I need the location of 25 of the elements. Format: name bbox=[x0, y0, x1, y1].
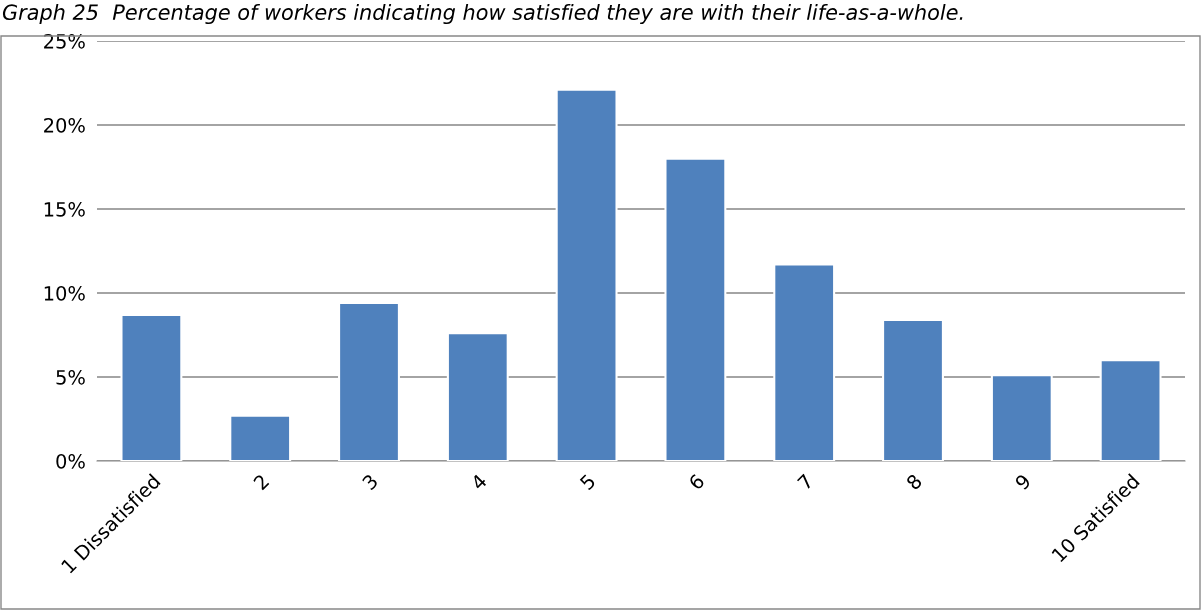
y-tick-label: 25% bbox=[44, 33, 85, 49]
y-tick-label: 20% bbox=[44, 117, 85, 133]
chart-title: Graph 25 Percentage of workers indicating how satisfied they are with their life-as-a-whole. bbox=[2, 3, 963, 25]
bar bbox=[1099, 359, 1162, 461]
x-tick-label: 2 bbox=[252, 473, 270, 491]
bar bbox=[990, 374, 1053, 461]
y-tick-label: 15% bbox=[44, 201, 85, 217]
bar bbox=[338, 302, 400, 461]
y-tick-label: 10% bbox=[44, 285, 85, 301]
y-tick-label: 5% bbox=[56, 369, 85, 385]
x-tick-label: 3 bbox=[361, 473, 379, 491]
bar bbox=[555, 88, 618, 461]
x-tick-label: 5 bbox=[579, 473, 597, 491]
bar bbox=[882, 318, 944, 461]
bar bbox=[773, 263, 836, 461]
bar bbox=[664, 157, 727, 461]
x-tick-label: 6 bbox=[687, 473, 706, 491]
x-tick-label: 4 bbox=[470, 473, 488, 491]
bar bbox=[229, 414, 292, 461]
y-tick-label: 0% bbox=[56, 453, 85, 469]
x-tick-label: 7 bbox=[797, 473, 814, 491]
bar bbox=[446, 332, 509, 461]
bar bbox=[120, 313, 183, 461]
x-tick-label: 9 bbox=[1014, 473, 1032, 491]
x-tick-label: 8 bbox=[905, 473, 923, 491]
